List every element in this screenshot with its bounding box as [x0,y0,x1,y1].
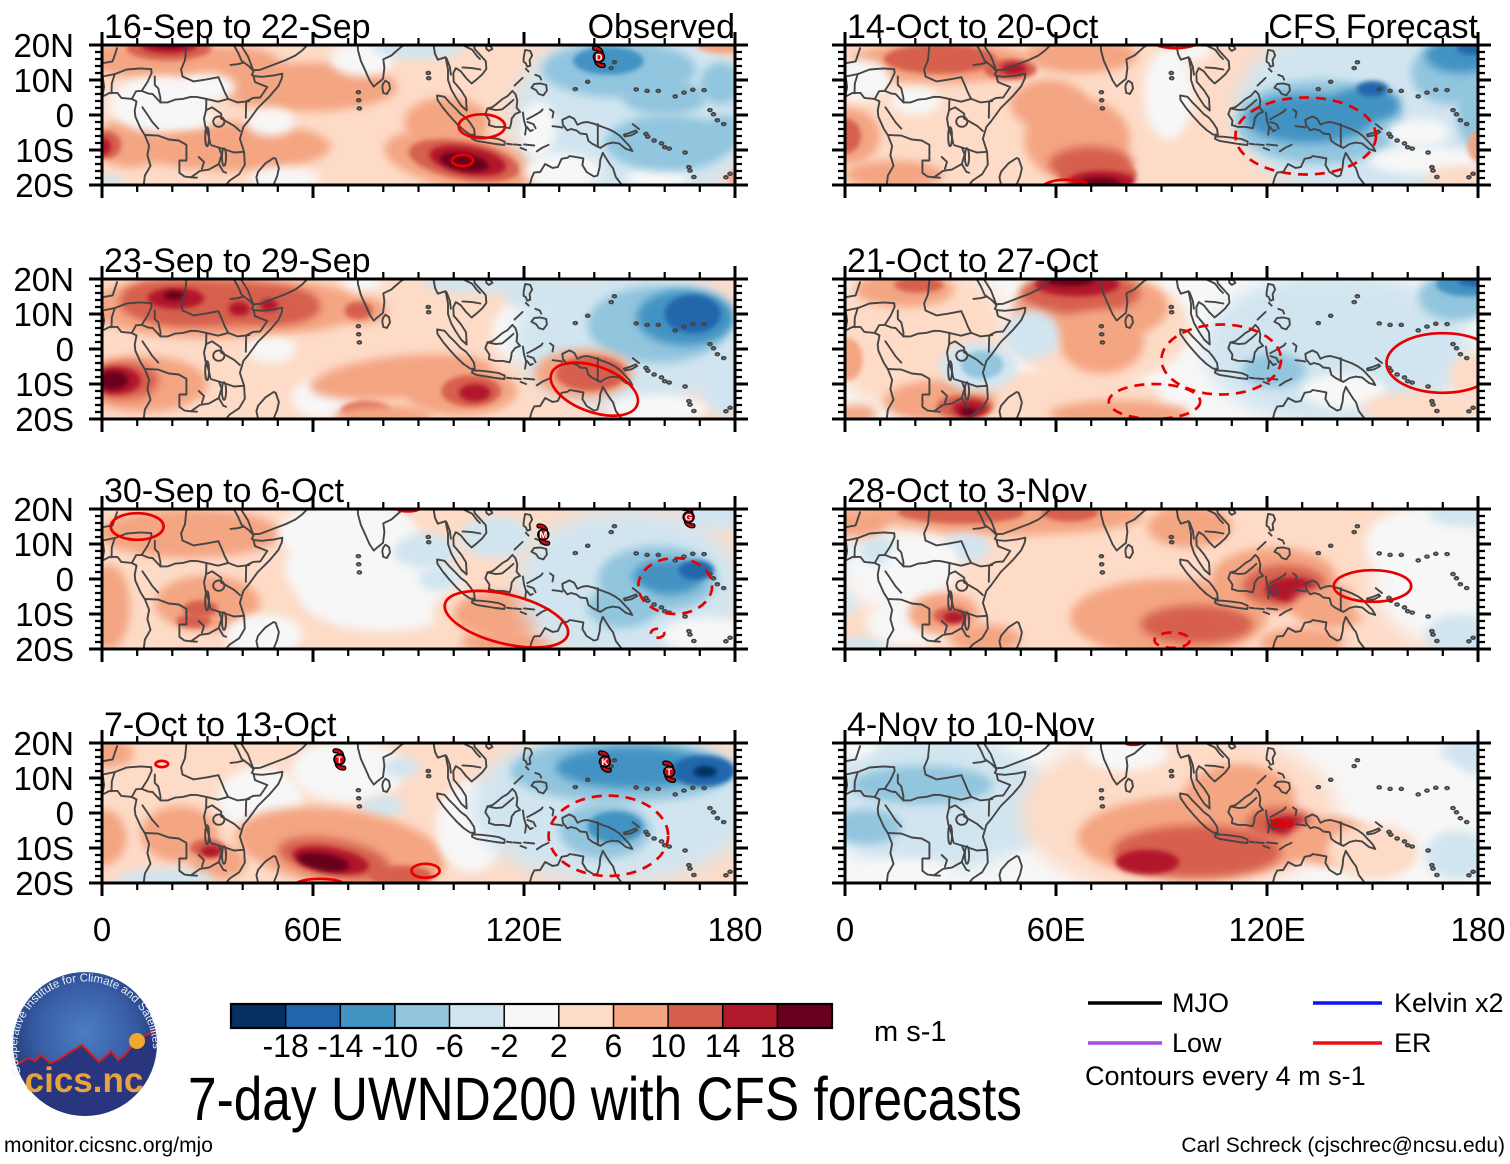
svg-text:MJO: MJO [1172,988,1229,1018]
svg-text:T: T [666,767,672,778]
svg-text:20N: 20N [13,725,74,762]
svg-text:18: 18 [760,1028,796,1064]
svg-text:D: D [595,52,602,63]
svg-text:Low: Low [1172,1028,1222,1058]
svg-text:14-Oct to 20-Oct: 14-Oct to 20-Oct [847,8,1099,46]
svg-text:-14: -14 [317,1028,363,1064]
svg-text:10N: 10N [13,526,74,563]
svg-text:Observed: Observed [588,8,735,46]
svg-text:cics.nc: cics.nc [25,1061,144,1100]
svg-text:-6: -6 [435,1028,463,1064]
svg-text:21-Oct to 27-Oct: 21-Oct to 27-Oct [847,242,1099,280]
svg-text:10N: 10N [13,62,74,99]
svg-text:60E: 60E [284,911,343,948]
svg-text:0: 0 [56,97,74,134]
svg-text:CFS Forecast: CFS Forecast [1268,8,1478,46]
svg-text:6: 6 [605,1028,623,1064]
svg-text:-18: -18 [263,1028,309,1064]
svg-text:7-Oct to 13-Oct: 7-Oct to 13-Oct [104,706,337,744]
svg-text:20N: 20N [13,27,74,64]
svg-text:0: 0 [836,911,854,948]
svg-text:-10: -10 [372,1028,418,1064]
svg-text:180: 180 [1450,911,1505,948]
svg-text:23-Sep to 29-Sep: 23-Sep to 29-Sep [104,242,371,280]
svg-text:M: M [539,530,547,541]
svg-text:Contours every 4 m s-1: Contours every 4 m s-1 [1085,1061,1366,1091]
svg-text:10S: 10S [15,596,74,633]
svg-text:10S: 10S [15,366,74,403]
svg-text:20S: 20S [15,167,74,204]
svg-text:2: 2 [550,1028,568,1064]
svg-text:10: 10 [650,1028,686,1064]
svg-text:Carl Schreck (cjschrec@ncsu.ed: Carl Schreck (cjschrec@ncsu.edu) [1181,1134,1505,1157]
svg-text:16-Sep to 22-Sep: 16-Sep to 22-Sep [104,8,371,46]
svg-text:20N: 20N [13,261,74,298]
svg-text:120E: 120E [485,911,562,948]
svg-text:Kelvin x2: Kelvin x2 [1394,988,1504,1018]
svg-text:10N: 10N [13,760,74,797]
svg-text:monitor.cicsnc.org/mjo: monitor.cicsnc.org/mjo [4,1134,213,1157]
svg-text:20S: 20S [15,631,74,668]
svg-text:G: G [685,513,692,524]
svg-text:ER: ER [1394,1028,1432,1058]
svg-text:20S: 20S [15,865,74,902]
svg-text:28-Oct to 3-Nov: 28-Oct to 3-Nov [847,472,1087,510]
svg-text:120E: 120E [1228,911,1305,948]
svg-text:10S: 10S [15,830,74,867]
svg-text:10S: 10S [15,132,74,169]
svg-text:0: 0 [56,795,74,832]
svg-text:180: 180 [707,911,762,948]
svg-text:30-Sep to 6-Oct: 30-Sep to 6-Oct [104,472,345,510]
svg-text:m s-1: m s-1 [874,1016,947,1048]
svg-text:K: K [601,757,608,768]
svg-text:7-day UWND200 with CFS forecas: 7-day UWND200 with CFS forecasts [188,1065,1022,1133]
svg-text:60E: 60E [1027,911,1086,948]
svg-text:0: 0 [56,331,74,368]
svg-text:20S: 20S [15,401,74,438]
svg-text:4-Nov to 10-Nov: 4-Nov to 10-Nov [847,706,1095,744]
svg-text:-2: -2 [490,1028,518,1064]
svg-text:20N: 20N [13,491,74,528]
svg-text:0: 0 [93,911,111,948]
svg-text:10N: 10N [13,296,74,333]
svg-text:14: 14 [705,1028,741,1064]
svg-text:0: 0 [56,561,74,598]
svg-text:T: T [336,755,342,766]
